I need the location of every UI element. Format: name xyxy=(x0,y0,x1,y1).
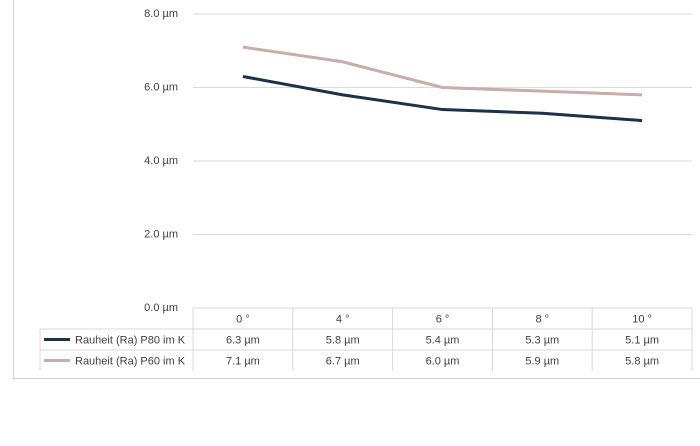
legend-label: Rauheit (Ra) P60 im K xyxy=(75,355,186,367)
legend-label: Rauheit (Ra) P80 im K xyxy=(75,334,186,346)
y-tick-label: 4.0 µm xyxy=(144,155,178,167)
table-value: 5.4 µm xyxy=(426,334,460,346)
chart-frame xyxy=(14,0,700,379)
table-value: 7.1 µm xyxy=(226,355,260,367)
y-tick-label: 0.0 µm xyxy=(144,302,178,314)
y-tick-label: 2.0 µm xyxy=(144,228,178,240)
table-value: 6.0 µm xyxy=(426,355,460,367)
x-tick-label: 0 ° xyxy=(236,313,250,325)
table-value: 6.7 µm xyxy=(326,355,360,367)
x-tick-label: 6 ° xyxy=(436,313,450,325)
table-value: 6.3 µm xyxy=(226,334,260,346)
x-tick-label: 8 ° xyxy=(536,313,550,325)
table-value: 5.9 µm xyxy=(525,355,559,367)
y-tick-label: 8.0 µm xyxy=(144,8,178,20)
table-value: 5.1 µm xyxy=(625,334,659,346)
series-line xyxy=(243,76,642,120)
x-tick-label: 10 ° xyxy=(632,313,652,325)
table-value: 5.8 µm xyxy=(625,355,659,367)
y-tick-label: 6.0 µm xyxy=(144,81,178,93)
x-tick-label: 4 ° xyxy=(336,313,350,325)
table-value: 5.8 µm xyxy=(326,334,360,346)
table-value: 5.3 µm xyxy=(525,334,559,346)
